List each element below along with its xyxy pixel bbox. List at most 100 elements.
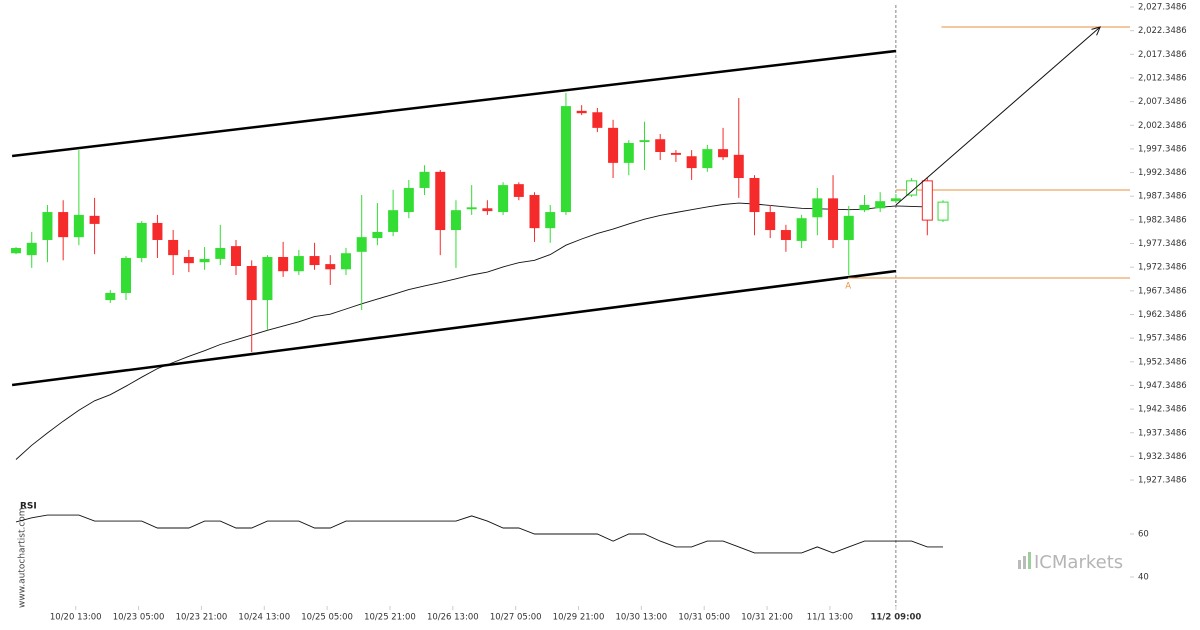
candle-body <box>309 256 320 266</box>
candle-body <box>199 258 210 263</box>
rsi-line <box>15 514 943 554</box>
candle-body <box>921 180 933 221</box>
candle-body <box>545 212 556 229</box>
candle-body <box>608 127 619 163</box>
y-tick-label: 1,992.3486 <box>1138 168 1187 178</box>
candle-body <box>576 110 587 114</box>
target-arrow <box>895 26 1101 206</box>
y-tick-label: 1,997.3486 <box>1138 144 1187 154</box>
candle-body <box>843 215 854 240</box>
x-tick-label: 10/30 13:00 <box>616 613 668 623</box>
candle-body <box>89 215 100 224</box>
candle-body <box>812 198 823 218</box>
candle-body <box>655 139 666 152</box>
candle-body <box>183 257 194 264</box>
y-tick-label: 2,012.3486 <box>1138 73 1187 83</box>
candle-body <box>105 292 116 301</box>
candle-body <box>152 222 163 240</box>
candle-body <box>718 149 729 158</box>
candle-body <box>215 248 226 259</box>
y-tick-label: 2,002.3486 <box>1138 121 1187 131</box>
y-tick-label: 1,947.3486 <box>1138 381 1187 391</box>
candle-body <box>230 246 241 266</box>
x-tick-label: 10/20 13:00 <box>50 613 102 623</box>
candle-body <box>340 253 351 270</box>
y-tick-label: 1,952.3486 <box>1138 357 1187 367</box>
candle-body <box>372 231 383 239</box>
level-label: A <box>845 282 851 292</box>
x-tick-label: 11/1 13:00 <box>807 613 853 623</box>
arrow-head <box>1091 26 1102 36</box>
candle-body <box>623 143 634 163</box>
candle-body <box>26 242 37 256</box>
candle-body <box>686 156 697 169</box>
candle-body <box>780 230 791 240</box>
y-tick-label: 2,007.3486 <box>1138 97 1187 107</box>
x-tick-label: 10/24 13:00 <box>238 613 290 623</box>
rsi-tick-label: 60 <box>1138 529 1149 539</box>
candle-body <box>639 140 650 143</box>
brand: ICMarkets <box>1034 552 1123 573</box>
y-tick-label: 2,027.3486 <box>1138 3 1187 13</box>
y-tick-label: 1,982.3486 <box>1138 215 1187 225</box>
candle-body <box>498 185 509 213</box>
candle-body <box>937 201 949 221</box>
x-tick-label: 11/2 09:00 <box>870 613 921 623</box>
candle-body <box>749 178 760 213</box>
y-tick-label: 1,977.3486 <box>1138 239 1187 249</box>
x-tick-label: 10/25 05:00 <box>301 613 353 623</box>
candle-body <box>482 208 493 212</box>
candle-body <box>828 198 839 240</box>
candle-body <box>325 264 336 270</box>
y-tick-label: 1,957.3486 <box>1138 334 1187 344</box>
candle-body <box>906 180 918 196</box>
candle-body <box>278 257 289 272</box>
candle-body <box>592 112 603 128</box>
candle-body <box>875 201 886 209</box>
candle-body <box>529 195 540 229</box>
watermark: www.autochartist.com <box>18 507 28 608</box>
candle-body <box>859 204 870 211</box>
channel-line <box>11 49 897 158</box>
candle-body <box>42 212 53 240</box>
candle-body <box>560 106 571 213</box>
y-tick-label: 1,972.3486 <box>1138 263 1187 273</box>
candle-body <box>11 248 22 254</box>
candle-body <box>246 265 257 301</box>
x-tick-label: 10/27 05:00 <box>490 613 542 623</box>
x-tick-label: 10/29 21:00 <box>553 613 605 623</box>
candle-body <box>419 171 430 188</box>
candle-body <box>733 154 744 179</box>
x-tick-label: 10/31 21:00 <box>741 613 793 623</box>
rsi-label: RSI <box>20 502 37 512</box>
y-tick-label: 1,942.3486 <box>1138 405 1187 415</box>
y-tick-label: 1,932.3486 <box>1138 452 1187 462</box>
candle-body <box>121 257 132 293</box>
y-tick-label: 2,022.3486 <box>1138 26 1187 36</box>
x-tick-label: 10/31 05:00 <box>678 613 730 623</box>
candle-body <box>513 184 524 197</box>
candle-body <box>136 222 147 258</box>
channel-line <box>11 269 897 387</box>
candle-body <box>403 187 414 213</box>
candle-body <box>73 214 84 238</box>
x-tick-label: 10/23 21:00 <box>176 613 228 623</box>
y-tick-label: 1,987.3486 <box>1138 192 1187 202</box>
logo-bar <box>1023 556 1026 569</box>
candle-body <box>670 152 681 155</box>
candle-body <box>702 149 713 169</box>
candle-body <box>168 239 179 256</box>
candle-body <box>388 210 399 232</box>
candle-body <box>356 237 367 252</box>
x-tick-label: 10/23 05:00 <box>113 613 165 623</box>
y-tick-label: 1,967.3486 <box>1138 286 1187 296</box>
candle-body <box>58 212 69 238</box>
logo-bar <box>1028 552 1031 569</box>
y-tick-label: 1,927.3486 <box>1138 476 1187 486</box>
candle-body <box>466 207 477 210</box>
brand-logo: ICMarkets <box>1018 552 1123 573</box>
x-tick-label: 10/26 13:00 <box>427 613 479 623</box>
y-tick-label: 1,937.3486 <box>1138 428 1187 438</box>
candle-body <box>765 212 776 231</box>
